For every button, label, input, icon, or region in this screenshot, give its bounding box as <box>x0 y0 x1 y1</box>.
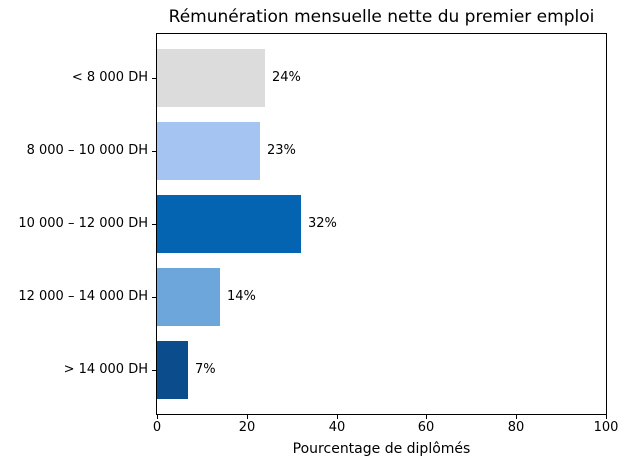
y-tick-mark <box>152 78 156 79</box>
bar <box>157 122 260 180</box>
y-axis-tick-label: > 14 000 DH <box>63 362 148 377</box>
bar <box>157 341 188 399</box>
y-axis-tick-label: < 8 000 DH <box>71 70 148 85</box>
bar-value-label: 14% <box>227 289 256 304</box>
y-tick-mark <box>152 297 156 298</box>
plot-area: 24% 23% 32% 14% 7% <box>156 33 607 415</box>
bar <box>157 195 301 253</box>
bar-value-label: 23% <box>267 143 296 158</box>
chart-title: Rémunération mensuelle nette du premier … <box>168 7 595 27</box>
y-tick-mark <box>152 151 156 152</box>
x-tick-mark <box>247 415 248 419</box>
bar-value-label: 32% <box>308 216 337 231</box>
bar <box>157 49 265 107</box>
x-axis-tick-label: 60 <box>417 420 435 435</box>
x-tick-mark <box>516 415 517 419</box>
bar <box>157 268 220 326</box>
x-axis-tick-label: 80 <box>507 420 525 435</box>
x-axis-tick-label: 20 <box>238 420 256 435</box>
y-axis-tick-label: 12 000 – 14 000 DH <box>18 289 148 304</box>
y-axis-tick-label: 8 000 – 10 000 DH <box>26 143 148 158</box>
x-axis-tick-label: 100 <box>593 420 619 435</box>
x-axis-tick-label: 0 <box>152 420 162 435</box>
x-tick-mark <box>337 415 338 419</box>
x-tick-mark <box>426 415 427 419</box>
y-tick-mark <box>152 224 156 225</box>
x-tick-mark <box>606 415 607 419</box>
bar-value-label: 7% <box>195 362 216 377</box>
y-tick-mark <box>152 370 156 371</box>
bar-value-label: 24% <box>272 70 301 85</box>
y-axis-tick-label: 10 000 – 12 000 DH <box>18 216 148 231</box>
x-axis-tick-label: 40 <box>328 420 346 435</box>
x-tick-mark <box>157 415 158 419</box>
x-axis-label: Pourcentage de diplômés <box>292 441 471 457</box>
